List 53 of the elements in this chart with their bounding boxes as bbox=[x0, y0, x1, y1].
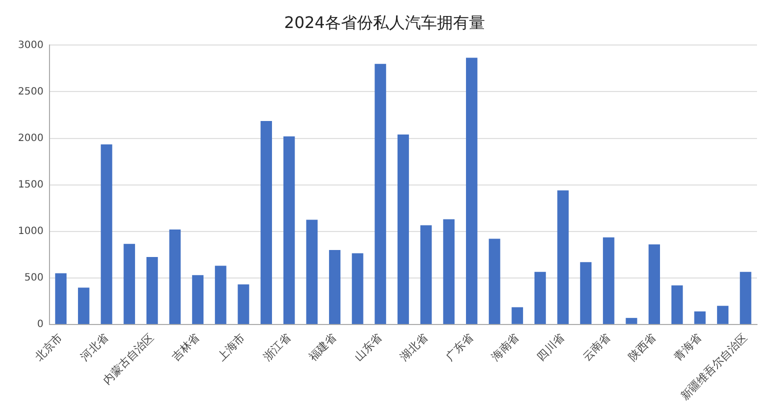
bar bbox=[648, 244, 660, 324]
x-tick-label: 四川省 bbox=[534, 331, 568, 364]
x-tick-label: 陕西省 bbox=[626, 331, 658, 364]
bar bbox=[420, 225, 432, 324]
bar bbox=[717, 306, 728, 324]
bar bbox=[169, 230, 181, 324]
bar bbox=[100, 144, 112, 324]
x-tick-label: 浙江省 bbox=[260, 331, 294, 364]
bar bbox=[78, 288, 90, 324]
x-tick-label: 湖北省 bbox=[398, 331, 430, 364]
y-tick-label: 2000 bbox=[18, 132, 44, 144]
bar bbox=[146, 256, 158, 324]
bar bbox=[443, 219, 455, 324]
x-tick-label: 福建省 bbox=[306, 331, 339, 364]
bar bbox=[557, 190, 569, 324]
x-tick-label: 海南省 bbox=[488, 331, 522, 364]
bar bbox=[488, 238, 500, 324]
y-tick-label: 2500 bbox=[18, 86, 44, 98]
bar bbox=[192, 275, 204, 324]
bar bbox=[306, 220, 318, 324]
bar bbox=[55, 273, 67, 324]
y-tick-label: 1500 bbox=[18, 179, 44, 190]
x-tick-label: 云南省 bbox=[580, 331, 613, 364]
bar bbox=[352, 253, 364, 324]
y-tick-label: 1000 bbox=[18, 226, 44, 237]
bar bbox=[124, 244, 136, 324]
bar bbox=[214, 266, 226, 324]
x-tick-label: 上海市 bbox=[215, 331, 248, 364]
x-tick-label: 河北省 bbox=[78, 331, 111, 364]
bar bbox=[512, 307, 524, 324]
chart-title: 2024各省份私人汽车拥有量 bbox=[284, 12, 485, 32]
bar bbox=[374, 64, 386, 324]
bar bbox=[602, 237, 614, 324]
bar bbox=[694, 311, 706, 324]
y-tick-label: 3000 bbox=[18, 40, 44, 51]
bar bbox=[580, 262, 592, 324]
bar bbox=[740, 272, 752, 324]
bar bbox=[260, 121, 272, 324]
y-tick-label: 0 bbox=[37, 319, 44, 330]
bar bbox=[398, 134, 409, 324]
bar bbox=[626, 318, 638, 324]
bar bbox=[466, 58, 478, 324]
x-tick-label: 北京市 bbox=[32, 331, 66, 364]
bar bbox=[238, 284, 250, 324]
bar bbox=[283, 136, 295, 324]
x-tick-label: 广东省 bbox=[443, 331, 476, 364]
y-tick-label: 500 bbox=[24, 272, 44, 284]
bar bbox=[534, 272, 546, 324]
x-tick-label: 吉林省 bbox=[169, 331, 202, 364]
x-tick-label: 青海省 bbox=[672, 331, 704, 364]
x-tick-label: 山东省 bbox=[352, 331, 385, 364]
bar bbox=[671, 285, 683, 324]
bar bbox=[329, 250, 340, 324]
